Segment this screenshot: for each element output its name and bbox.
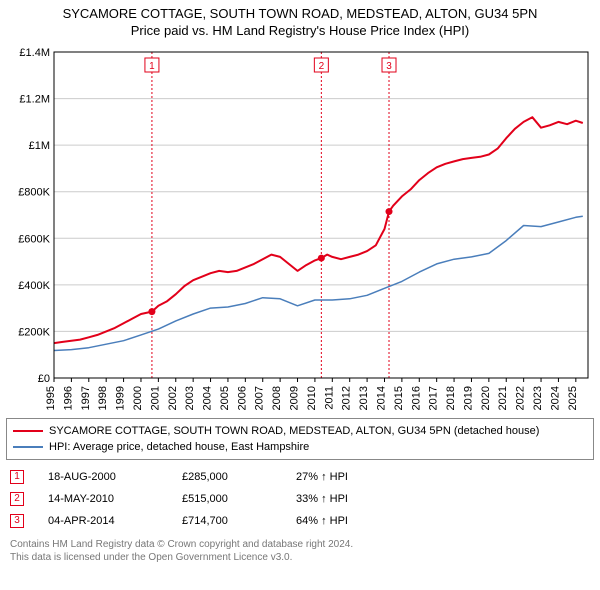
svg-text:£200K: £200K (18, 326, 50, 338)
svg-text:2001: 2001 (149, 386, 161, 410)
svg-text:1999: 1999 (115, 386, 127, 410)
svg-text:2020: 2020 (480, 386, 492, 410)
svg-text:2012: 2012 (341, 386, 353, 410)
marker-index-box: 1 (10, 470, 24, 484)
marker-row: 2 14-MAY-2010 £515,000 33% ↑ HPI (10, 488, 590, 510)
title-line-2: Price paid vs. HM Land Registry's House … (6, 23, 594, 40)
marker-index-box: 3 (10, 514, 24, 528)
svg-text:2007: 2007 (254, 386, 266, 410)
svg-text:2004: 2004 (202, 386, 214, 410)
footer-line-2: This data is licensed under the Open Gov… (10, 551, 590, 564)
svg-text:2002: 2002 (167, 386, 179, 410)
svg-text:2016: 2016 (410, 386, 422, 410)
svg-text:2003: 2003 (184, 386, 196, 410)
svg-text:2023: 2023 (532, 386, 544, 410)
legend-swatch (13, 446, 43, 448)
legend-item-property: SYCAMORE COTTAGE, SOUTH TOWN ROAD, MEDST… (13, 423, 587, 439)
svg-text:1: 1 (149, 61, 155, 72)
marker-row: 1 18-AUG-2000 £285,000 27% ↑ HPI (10, 466, 590, 488)
svg-text:2005: 2005 (219, 386, 231, 410)
marker-row: 3 04-APR-2014 £714,700 64% ↑ HPI (10, 510, 590, 532)
svg-text:2014: 2014 (375, 386, 387, 410)
marker-date: 04-APR-2014 (48, 515, 158, 527)
svg-text:£1M: £1M (29, 140, 50, 152)
svg-text:2018: 2018 (445, 386, 457, 410)
marker-index-box: 2 (10, 492, 24, 506)
chart-title-block: SYCAMORE COTTAGE, SOUTH TOWN ROAD, MEDST… (6, 6, 594, 40)
svg-text:2009: 2009 (289, 386, 301, 410)
marker-price: £285,000 (182, 471, 272, 483)
price-chart: £0 £200K £400K £600K £800K £1M £1.2M £1.4M 1 2 3 19… (6, 44, 594, 414)
svg-text:2022: 2022 (515, 386, 527, 410)
footer-line-1: Contains HM Land Registry data © Crown c… (10, 538, 590, 551)
svg-text:2006: 2006 (236, 386, 248, 410)
marker-price: £515,000 (182, 493, 272, 505)
svg-text:2010: 2010 (306, 386, 318, 410)
marker-hpi: 27% ↑ HPI (296, 471, 386, 483)
svg-text:2021: 2021 (497, 386, 509, 410)
svg-text:2008: 2008 (271, 386, 283, 410)
marker-date: 14-MAY-2010 (48, 493, 158, 505)
legend-label: HPI: Average price, detached house, East… (49, 441, 309, 453)
svg-text:2: 2 (319, 61, 325, 72)
svg-text:2017: 2017 (428, 386, 440, 410)
svg-text:1997: 1997 (80, 386, 92, 410)
legend: SYCAMORE COTTAGE, SOUTH TOWN ROAD, MEDST… (6, 418, 594, 460)
svg-text:£1.4M: £1.4M (19, 47, 50, 59)
legend-item-hpi: HPI: Average price, detached house, East… (13, 439, 587, 455)
svg-text:2024: 2024 (549, 386, 561, 410)
svg-text:2013: 2013 (358, 386, 370, 410)
marker-table: 1 18-AUG-2000 £285,000 27% ↑ HPI 2 14-MA… (6, 466, 594, 532)
footer: Contains HM Land Registry data © Crown c… (6, 538, 594, 564)
chart-svg: £0 £200K £400K £600K £800K £1M £1.2M £1.4M 1 2 3 19… (6, 44, 594, 414)
svg-text:2011: 2011 (323, 386, 335, 410)
svg-text:3: 3 (386, 61, 392, 72)
svg-text:£600K: £600K (18, 233, 50, 245)
svg-text:2019: 2019 (462, 386, 474, 410)
svg-text:1996: 1996 (62, 386, 74, 410)
svg-text:£0: £0 (38, 373, 50, 385)
svg-text:2000: 2000 (132, 386, 144, 410)
title-line-1: SYCAMORE COTTAGE, SOUTH TOWN ROAD, MEDST… (6, 6, 594, 23)
svg-text:2015: 2015 (393, 386, 405, 410)
svg-text:1998: 1998 (97, 386, 109, 410)
marker-hpi: 33% ↑ HPI (296, 493, 386, 505)
legend-swatch (13, 430, 43, 432)
marker-date: 18-AUG-2000 (48, 471, 158, 483)
svg-text:£400K: £400K (18, 280, 50, 292)
svg-text:2025: 2025 (567, 386, 579, 410)
marker-price: £714,700 (182, 515, 272, 527)
svg-text:£1.2M: £1.2M (19, 93, 50, 105)
svg-text:1995: 1995 (45, 386, 57, 410)
legend-label: SYCAMORE COTTAGE, SOUTH TOWN ROAD, MEDST… (49, 425, 539, 437)
svg-text:£800K: £800K (18, 186, 50, 198)
marker-hpi: 64% ↑ HPI (296, 515, 386, 527)
